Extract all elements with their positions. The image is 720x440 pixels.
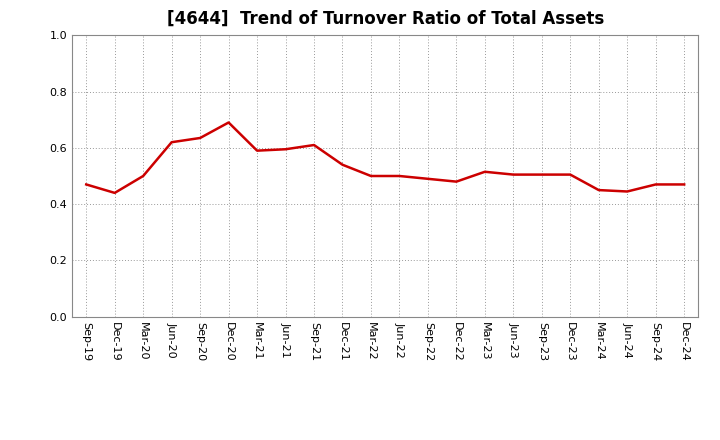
Title: [4644]  Trend of Turnover Ratio of Total Assets: [4644] Trend of Turnover Ratio of Total …	[166, 10, 604, 28]
